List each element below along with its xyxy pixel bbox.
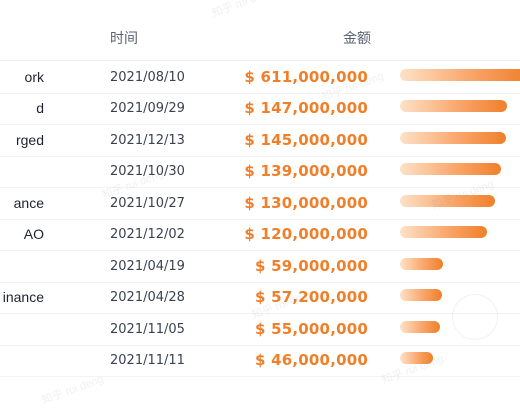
- amount-bar-track: [400, 226, 520, 238]
- amount-bar-track: [400, 258, 520, 270]
- amount-bar-track: [400, 352, 520, 364]
- amount-bar: [400, 132, 506, 144]
- amount-cell: $ 59,000,000: [255, 257, 368, 275]
- amount-cell: $ 145,000,000: [244, 131, 368, 149]
- project-name: rged: [15, 132, 44, 148]
- project-name: d: [36, 100, 44, 116]
- amount-bar-track: [400, 289, 520, 301]
- time-column-header: 时间: [110, 31, 138, 47]
- date-cell: 2021/12/13: [110, 133, 185, 148]
- table-row[interactable]: ork 2021/08/10 $ 611,000,000: [0, 62, 520, 94]
- project-name: AO: [23, 226, 44, 242]
- amount-cell: $ 130,000,000: [244, 194, 368, 212]
- amount-bar-track: [400, 132, 520, 144]
- amount-bar-track: [400, 69, 520, 81]
- date-cell: 2021/12/02: [110, 227, 185, 242]
- table-row[interactable]: rged 2021/12/13 $ 145,000,000: [0, 125, 520, 157]
- date-cell: 2021/10/30: [110, 164, 185, 179]
- table-header: 时间 金额: [0, 0, 520, 61]
- amount-cell: $ 139,000,000: [244, 162, 368, 180]
- table-row[interactable]: AO 2021/12/02 $ 120,000,000: [0, 219, 520, 251]
- amount-cell: $ 46,000,000: [255, 351, 368, 369]
- amount-bar: [400, 289, 442, 301]
- amount-cell: $ 57,200,000: [255, 288, 368, 306]
- amount-bar: [400, 163, 501, 175]
- project-name: ance: [13, 195, 44, 211]
- date-cell: 2021/09/29: [110, 101, 185, 116]
- amount-bar-track: [400, 321, 520, 333]
- amount-bar-track: [400, 163, 520, 175]
- table-row[interactable]: ance 2021/10/27 $ 130,000,000: [0, 188, 520, 220]
- amount-cell: $ 611,000,000: [244, 68, 368, 86]
- amount-bar-track: [400, 100, 520, 112]
- amount-bar: [400, 258, 443, 270]
- date-cell: 2021/11/11: [110, 353, 185, 368]
- amount-bar: [400, 69, 520, 81]
- table-row[interactable]: inance 2021/04/28 $ 57,200,000: [0, 282, 520, 314]
- amount-bar: [400, 226, 487, 238]
- amount-bar: [400, 100, 507, 112]
- date-cell: 2021/08/10: [110, 70, 185, 85]
- amount-bar: [400, 195, 495, 207]
- table-row[interactable]: 2021/11/05 $ 55,000,000: [0, 314, 520, 346]
- date-cell: 2021/11/05: [110, 322, 185, 337]
- table-row[interactable]: 2021/04/19 $ 59,000,000: [0, 251, 520, 283]
- table-row[interactable]: 2021/11/11 $ 46,000,000: [0, 345, 520, 377]
- amount-cell: $ 55,000,000: [255, 320, 368, 338]
- amount-column-header: 金额: [343, 31, 371, 47]
- date-cell: 2021/04/19: [110, 259, 185, 274]
- project-name: inance: [2, 289, 44, 305]
- date-cell: 2021/10/27: [110, 196, 185, 211]
- project-name: ork: [24, 69, 44, 85]
- amount-cell: $ 147,000,000: [244, 99, 368, 117]
- watermark-logo: [452, 294, 498, 340]
- date-cell: 2021/04/28: [110, 290, 185, 305]
- table-row[interactable]: 2021/10/30 $ 139,000,000: [0, 156, 520, 188]
- amount-bar: [400, 321, 440, 333]
- amount-bar-track: [400, 195, 520, 207]
- amount-bar: [400, 352, 433, 364]
- table-row[interactable]: d 2021/09/29 $ 147,000,000: [0, 93, 520, 125]
- amount-cell: $ 120,000,000: [244, 225, 368, 243]
